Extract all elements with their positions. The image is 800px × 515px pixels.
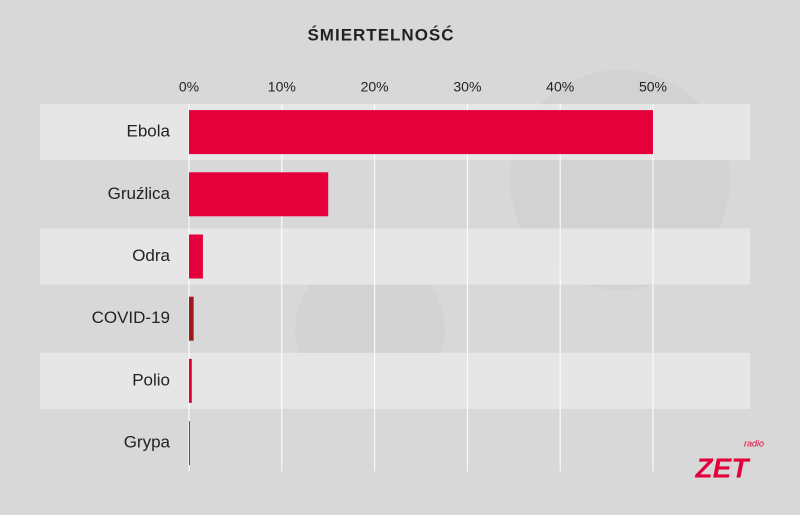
bars [189,110,653,466]
bar [189,234,203,279]
x-tick-label: 0% [179,79,199,95]
y-tick-label: Odra [132,246,170,265]
bar [189,172,329,217]
chart-title: ŚMIERTELNOŚĆ [307,25,454,44]
bar [189,421,190,466]
y-tick-label: Ebola [127,122,171,141]
logo-sub: radio [744,438,764,448]
y-tick-label: COVID-19 [92,308,170,327]
y-tick-label: Gruźlica [108,184,171,203]
y-tick-label: Polio [132,370,170,389]
x-tick-label: 10% [268,79,296,95]
grid [188,104,654,472]
x-tick-label: 20% [361,79,389,95]
x-tick-label: 40% [546,79,574,95]
y-tick-label: Grypa [124,433,171,452]
logo-brand: ZET [695,452,752,483]
row-stripe [40,228,750,285]
bar [189,358,192,403]
bar [189,296,194,341]
bar [189,110,653,155]
row-stripe [40,352,750,409]
x-tick-label: 50% [639,79,667,95]
x-tick-label: 30% [453,79,481,95]
